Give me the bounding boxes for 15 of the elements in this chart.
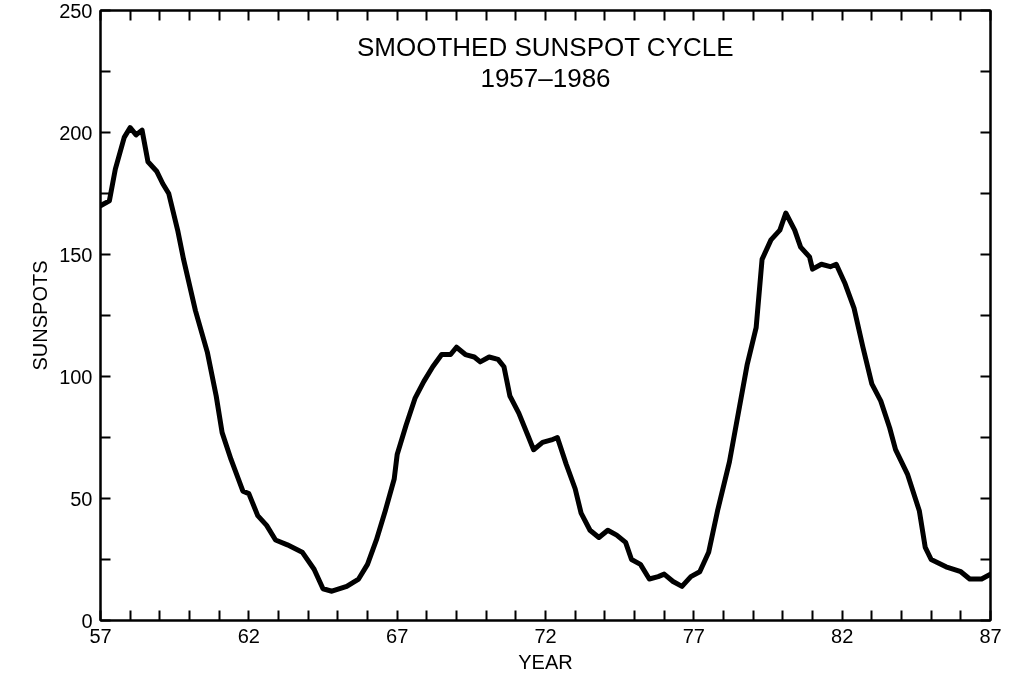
x-tick-label: 87: [979, 624, 1002, 647]
y-tick-label: 250: [59, 0, 93, 22]
y-tick-label: 100: [59, 365, 93, 388]
y-tick-label: 50: [70, 487, 93, 510]
y-axis-title: SUNSPOTS: [29, 260, 52, 371]
x-tick-label: 77: [682, 624, 705, 647]
x-tick-label: 62: [237, 624, 260, 647]
x-axis-title: YEAR: [518, 650, 573, 673]
y-tick-label: 150: [59, 243, 93, 266]
text: 1957–1986: [480, 62, 611, 93]
y-tick-label: 200: [59, 121, 93, 144]
text: SMOOTHED SUNSPOT CYCLE: [356, 32, 734, 63]
x-tick-label: 67: [386, 624, 409, 647]
x-tick-label: 82: [831, 624, 854, 647]
x-tick-label: 72: [534, 624, 557, 647]
